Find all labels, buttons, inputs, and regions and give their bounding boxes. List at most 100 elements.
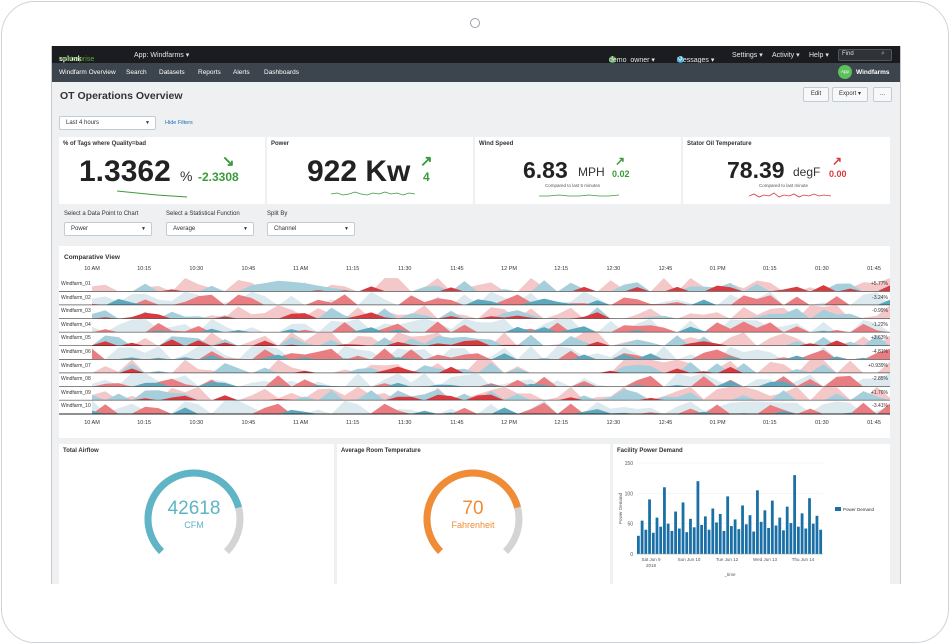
x-tick: Thu Jun 14 bbox=[792, 557, 815, 562]
power-demand-bar bbox=[685, 532, 689, 554]
power-demand-bar bbox=[759, 521, 763, 554]
caret-down-icon: ▼ bbox=[344, 226, 349, 232]
kpi-title: Stator Oil Temperature bbox=[687, 141, 752, 147]
horizon-band bbox=[92, 346, 890, 360]
time-tick: 01 PM bbox=[709, 420, 726, 426]
kpi-sparkline bbox=[331, 191, 415, 196]
time-tick: 12:30 bbox=[606, 266, 621, 272]
kpi-value: 6.83 bbox=[523, 157, 568, 183]
windfarm-row-label: Windfarm_05 bbox=[61, 335, 91, 342]
power-demand-bar bbox=[796, 526, 800, 554]
windfarm-row-change: +3.63% bbox=[870, 335, 888, 342]
settings-menu[interactable]: Settings ▾ bbox=[732, 52, 763, 59]
time-range-picker[interactable]: Last 4 hours ▼ bbox=[59, 116, 156, 130]
windfarm-row-change: -1.22% bbox=[872, 321, 888, 328]
data-point-select[interactable]: Power ▼ bbox=[64, 222, 152, 236]
windfarm-row-label: Windfarm_06 bbox=[61, 349, 91, 355]
caret-down-icon: ▼ bbox=[243, 226, 248, 232]
horizon-row bbox=[59, 359, 890, 374]
horizon-band bbox=[92, 280, 890, 292]
x-tick: 2018 bbox=[646, 563, 657, 568]
kpi-sparkline bbox=[749, 192, 831, 198]
power-demand-bar bbox=[774, 525, 778, 554]
data-point-label: Select a Data Point to Chart bbox=[64, 211, 139, 217]
time-tick: 11:30 bbox=[398, 420, 412, 426]
power-demand-bar bbox=[707, 529, 711, 554]
nav-search[interactable]: Search bbox=[126, 69, 147, 76]
nav-dashboards[interactable]: Dashboards bbox=[264, 69, 300, 76]
more-button[interactable]: ... bbox=[873, 87, 892, 102]
time-tick: 11:15 bbox=[345, 266, 360, 272]
horizon-band bbox=[92, 394, 890, 401]
hide-filters-link[interactable]: Hide Filters bbox=[165, 120, 193, 126]
windfarm-row-label: Windfarm_01 bbox=[61, 281, 91, 287]
time-tick: 11:30 bbox=[398, 266, 412, 272]
horizon-row bbox=[59, 291, 890, 306]
horizon-band bbox=[92, 339, 890, 346]
kpi-title: Wind Speed bbox=[479, 141, 514, 147]
split-by-select[interactable]: Channel ▼ bbox=[267, 222, 355, 236]
time-tick: 12:30 bbox=[606, 420, 621, 426]
kpi-value: 78.39 bbox=[727, 157, 785, 183]
facility-power-panel: Facility Power Demand 150 100 50 0 Power Dem… bbox=[613, 444, 890, 584]
find-input[interactable]: Find ⌕ bbox=[838, 49, 892, 61]
kpi-delta: 4 bbox=[423, 170, 430, 184]
legend-label: Power Demand bbox=[843, 507, 875, 512]
time-tick: 12:45 bbox=[658, 420, 673, 426]
power-demand-bar bbox=[648, 499, 651, 554]
y-tick: 100 bbox=[625, 491, 634, 497]
x-tick: Tue Jun 12 bbox=[716, 557, 739, 562]
app-name: Windfarms bbox=[856, 69, 890, 76]
x-tick: Sat Jun 9 bbox=[641, 557, 661, 562]
app-icon[interactable]: App bbox=[838, 65, 852, 79]
stat-function-select[interactable]: Average ▼ bbox=[166, 222, 254, 236]
time-tick: 12:15 bbox=[554, 420, 569, 426]
power-demand-bar bbox=[703, 516, 707, 554]
panel-title: Total Airflow bbox=[63, 448, 99, 454]
windfarm-row-change: -3.41% bbox=[872, 403, 888, 410]
nav-datasets[interactable]: Datasets bbox=[159, 69, 185, 76]
kpi-value: 922 Kw bbox=[307, 155, 411, 188]
edit-button[interactable]: Edit bbox=[803, 87, 829, 102]
horizon-band bbox=[92, 298, 890, 306]
power-demand-bar bbox=[722, 530, 726, 554]
time-tick: 10 AM bbox=[84, 420, 100, 426]
help-menu[interactable]: Help ▾ bbox=[809, 52, 829, 59]
kpi-comparison-note: Compared to last minute bbox=[759, 183, 809, 188]
power-demand-bar bbox=[711, 508, 715, 554]
y-axis-label: Power Demand bbox=[618, 492, 623, 524]
horizon-row bbox=[59, 346, 890, 361]
y-tick: 0 bbox=[630, 552, 633, 558]
nav-alerts[interactable]: Alerts bbox=[233, 69, 250, 76]
x-axis-label: _time bbox=[723, 572, 736, 577]
nav-reports[interactable]: Reports bbox=[198, 69, 221, 76]
horizon-row bbox=[59, 318, 890, 333]
power-demand-bar bbox=[692, 527, 696, 554]
time-tick: 11 AM bbox=[292, 420, 309, 426]
export-button[interactable]: Export ▾ bbox=[832, 87, 868, 102]
windfarm-row-label: Windfarm_04 bbox=[61, 321, 91, 328]
power-demand-bar bbox=[819, 529, 823, 554]
app-menu[interactable]: App: Windfarms ▾ bbox=[134, 52, 190, 59]
power-demand-bar bbox=[782, 530, 785, 554]
nav-windfarm-overview[interactable]: Windfarm Overview bbox=[59, 69, 116, 76]
top-bar: splunk >enterprise App: Windfarms ▾ ! demo… bbox=[52, 46, 900, 64]
time-tick: 11:15 bbox=[345, 420, 360, 426]
horizon-row bbox=[59, 400, 890, 415]
horizon-row bbox=[59, 386, 890, 401]
horizon-row bbox=[59, 278, 890, 293]
time-tick: 11:45 bbox=[450, 420, 464, 426]
time-tick: 10:45 bbox=[241, 420, 256, 426]
power-demand-bar bbox=[718, 513, 722, 554]
panel-title: Facility Power Demand bbox=[617, 448, 683, 454]
kpi-wind-speed-panel: Wind Speed 6.83 MPH ↗ 0.02 Compared to l… bbox=[475, 137, 681, 204]
horizon-band bbox=[92, 362, 890, 374]
power-demand-bar bbox=[744, 524, 748, 554]
power-demand-bar bbox=[681, 502, 685, 554]
kpi-title: % of Tags where Quality=bad bbox=[63, 141, 147, 147]
kpi-value: 1.3362 bbox=[79, 155, 171, 188]
power-demand-bar bbox=[696, 481, 700, 554]
horizon-band bbox=[92, 380, 890, 387]
horizon-row bbox=[59, 332, 890, 347]
activity-menu[interactable]: Activity ▾ bbox=[772, 52, 800, 59]
